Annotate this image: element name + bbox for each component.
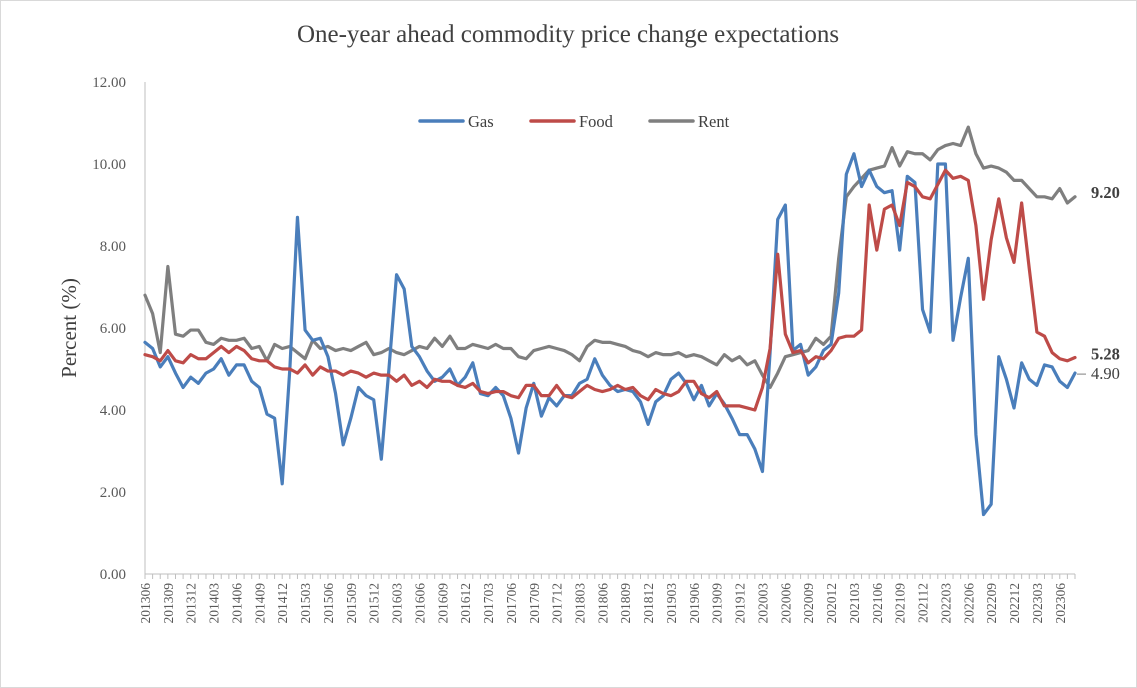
x-tick-label: 202006 bbox=[778, 583, 793, 624]
y-tick-label: 6.00 bbox=[100, 321, 126, 337]
x-tick-label: 201706 bbox=[504, 583, 519, 624]
x-tick-label: 201406 bbox=[229, 583, 244, 624]
endpoint-label-rent: 9.20 bbox=[1091, 183, 1120, 202]
x-tick-label: 202109 bbox=[893, 583, 908, 624]
x-tick-label: 202203 bbox=[938, 583, 953, 624]
x-tick-label: 201909 bbox=[710, 583, 725, 624]
x-tick-label: 202303 bbox=[1030, 583, 1045, 624]
x-tick-label: 201906 bbox=[687, 583, 702, 624]
legend-label-food: Food bbox=[579, 112, 614, 131]
x-tick-label: 201412 bbox=[275, 583, 290, 624]
x-tick-label: 201609 bbox=[435, 583, 450, 624]
x-tick-label: 201712 bbox=[550, 583, 565, 624]
axes: 0.00 2.00 4.00 6.00 8.00 10.00 12.00 201306 2013… bbox=[92, 75, 1076, 624]
x-tick-label: 201806 bbox=[595, 583, 610, 624]
x-tick-label: 201709 bbox=[527, 583, 542, 624]
x-tick-label: 202209 bbox=[984, 583, 999, 624]
series-line-food bbox=[143, 168, 1077, 412]
x-tick-label: 201403 bbox=[207, 583, 222, 624]
legend-label-rent: Rent bbox=[698, 112, 730, 131]
endpoint-label-gas: 4.90 bbox=[1091, 364, 1120, 383]
chart-title: One-year ahead commodity price change ex… bbox=[297, 21, 839, 48]
x-tick-label: 202012 bbox=[824, 583, 839, 624]
x-tick-label: 201903 bbox=[664, 583, 679, 624]
endpoint-labels: 9.20 5.284.90 bbox=[1077, 183, 1120, 383]
legend-label-gas: Gas bbox=[468, 112, 494, 131]
x-tick-label: 201912 bbox=[733, 583, 748, 624]
y-tick-label: 8.00 bbox=[100, 239, 126, 255]
y-tick-label: 10.00 bbox=[92, 157, 126, 173]
x-tick-label: 202206 bbox=[961, 583, 976, 624]
y-tick-label: 0.00 bbox=[100, 567, 126, 583]
x-tick-label: 202306 bbox=[1053, 583, 1068, 624]
x-tick-label: 201306 bbox=[138, 583, 153, 624]
x-tick-label: 201509 bbox=[344, 583, 359, 624]
x-tick-label: 202009 bbox=[801, 583, 816, 624]
x-tick-label: 201809 bbox=[618, 583, 633, 624]
x-tick-label: 201703 bbox=[481, 583, 496, 624]
x-tick-label: 201812 bbox=[641, 583, 656, 624]
x-tick-label: 202103 bbox=[847, 583, 862, 624]
x-tick-label: 202212 bbox=[1007, 583, 1022, 624]
y-tick-label: 4.00 bbox=[100, 403, 126, 419]
series-line-gas bbox=[143, 152, 1077, 517]
x-tick-label: 201603 bbox=[390, 583, 405, 624]
x-tick-label: 202112 bbox=[916, 583, 931, 623]
x-tick-label: 201803 bbox=[573, 583, 588, 624]
x-tick-label: 201512 bbox=[367, 583, 382, 624]
endpoint-label-food: 5.28 bbox=[1091, 345, 1120, 364]
x-tick-label: 201312 bbox=[184, 583, 199, 624]
y-axis-label: Percent (%) bbox=[57, 278, 81, 378]
x-tick-label: 201606 bbox=[412, 583, 427, 624]
x-tick-label: 201409 bbox=[252, 583, 267, 624]
legend: Gas Food Rent bbox=[418, 112, 730, 131]
x-tick-label: 202106 bbox=[870, 583, 885, 624]
y-tick-label: 12.00 bbox=[92, 75, 126, 91]
x-tick-label: 201506 bbox=[321, 583, 336, 624]
x-tick-label: 202003 bbox=[755, 583, 770, 624]
y-tick-label: 2.00 bbox=[100, 485, 126, 501]
x-tick-label: 201612 bbox=[458, 583, 473, 624]
series-lines bbox=[143, 125, 1077, 517]
series-line-rent bbox=[143, 125, 1077, 390]
x-tick-label: 201503 bbox=[298, 583, 313, 624]
x-tick-label: 201309 bbox=[161, 583, 176, 624]
